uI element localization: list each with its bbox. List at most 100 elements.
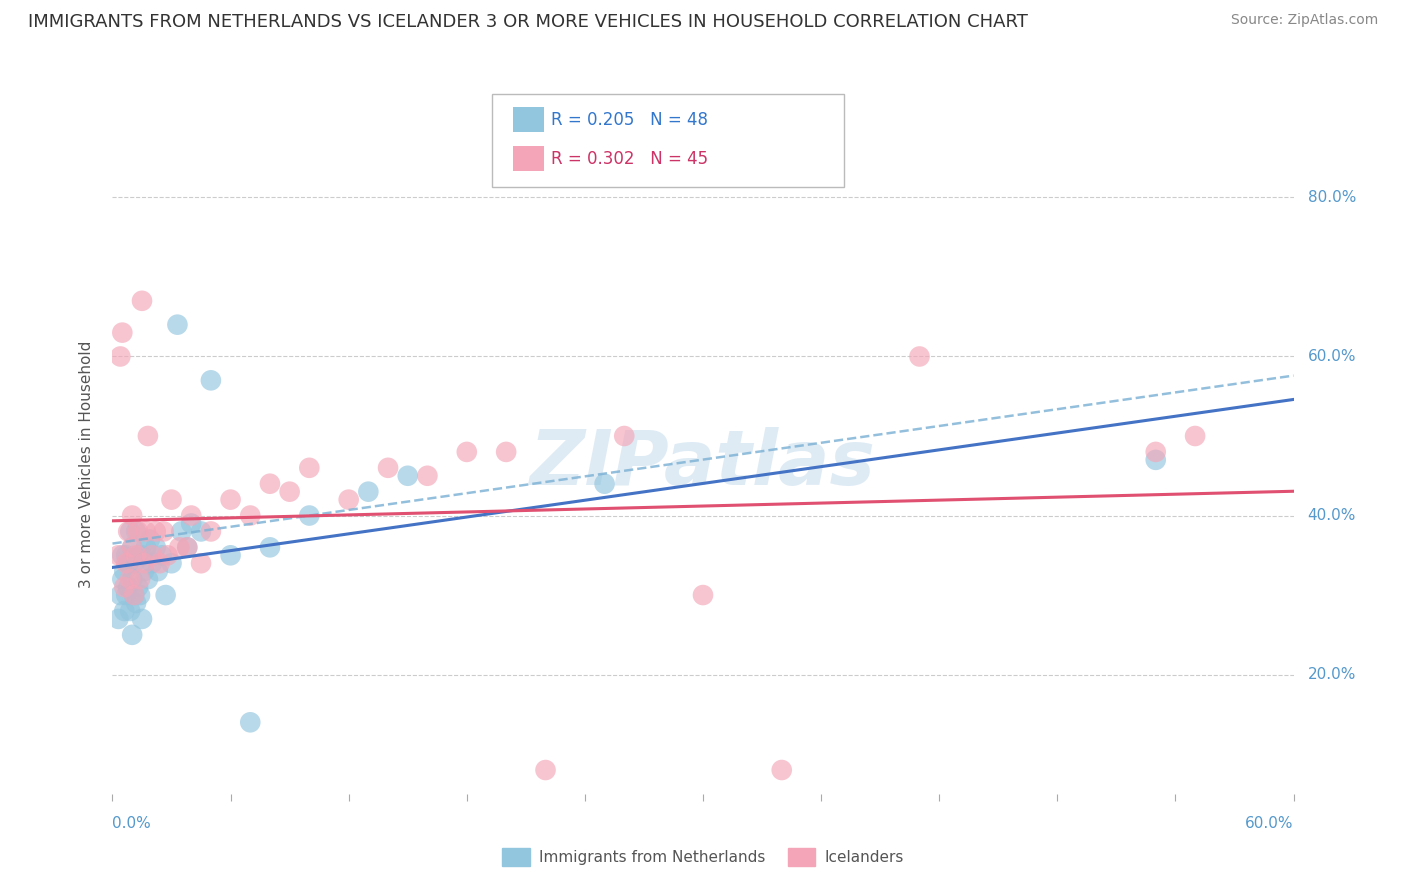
Text: 20.0%: 20.0% xyxy=(1308,667,1355,682)
Point xyxy=(111,326,134,340)
Point xyxy=(122,556,145,570)
Point xyxy=(150,549,173,563)
Point xyxy=(127,524,149,539)
Point xyxy=(131,293,153,308)
Point xyxy=(115,588,138,602)
Point xyxy=(117,524,139,539)
Point xyxy=(593,476,616,491)
Point xyxy=(132,564,155,578)
Point xyxy=(170,524,193,539)
Text: 60.0%: 60.0% xyxy=(1308,349,1355,364)
Point xyxy=(298,508,321,523)
Point xyxy=(176,541,198,555)
Text: 40.0%: 40.0% xyxy=(1308,508,1355,523)
Point xyxy=(111,549,134,563)
Point xyxy=(131,612,153,626)
Point xyxy=(145,541,167,555)
Text: R = 0.302   N = 45: R = 0.302 N = 45 xyxy=(551,150,709,168)
Point xyxy=(155,588,177,602)
Point xyxy=(219,549,242,563)
Point xyxy=(141,549,163,563)
Point xyxy=(125,549,148,563)
Point xyxy=(121,572,143,586)
Text: R = 0.205   N = 48: R = 0.205 N = 48 xyxy=(551,111,709,128)
Point xyxy=(239,715,262,730)
Point xyxy=(111,572,134,586)
Legend: Immigrants from Netherlands, Icelanders: Immigrants from Netherlands, Icelanders xyxy=(496,842,910,872)
Point xyxy=(152,524,174,539)
Point xyxy=(112,564,135,578)
Point xyxy=(534,763,557,777)
Point xyxy=(1144,453,1167,467)
Point xyxy=(692,588,714,602)
Point xyxy=(115,549,138,563)
Point xyxy=(190,524,212,539)
Point xyxy=(278,484,301,499)
Y-axis label: 3 or more Vehicles in Household: 3 or more Vehicles in Household xyxy=(79,340,94,588)
Point xyxy=(1184,429,1206,443)
Point xyxy=(122,588,145,602)
Point xyxy=(416,468,439,483)
Point xyxy=(239,508,262,523)
Text: 80.0%: 80.0% xyxy=(1308,190,1355,205)
Point xyxy=(495,445,517,459)
Point xyxy=(139,533,162,547)
Point xyxy=(121,628,143,642)
Point xyxy=(132,556,155,570)
Point xyxy=(110,588,132,602)
Point xyxy=(259,476,281,491)
Text: Source: ZipAtlas.com: Source: ZipAtlas.com xyxy=(1230,13,1378,28)
Point xyxy=(180,516,202,531)
Point xyxy=(121,541,143,555)
Point xyxy=(129,588,152,602)
Point xyxy=(357,484,380,499)
Point xyxy=(107,549,129,563)
Point xyxy=(180,508,202,523)
Text: IMMIGRANTS FROM NETHERLANDS VS ICELANDER 3 OR MORE VEHICLES IN HOUSEHOLD CORRELA: IMMIGRANTS FROM NETHERLANDS VS ICELANDER… xyxy=(28,13,1028,31)
Point xyxy=(110,350,132,364)
Point xyxy=(770,763,793,777)
Point xyxy=(135,541,157,555)
Point xyxy=(908,350,931,364)
Point xyxy=(145,524,167,539)
Text: 0.0%: 0.0% xyxy=(112,816,152,831)
Point xyxy=(120,604,142,618)
Point xyxy=(396,468,419,483)
Point xyxy=(146,564,169,578)
Point xyxy=(121,508,143,523)
Point xyxy=(125,596,148,610)
Point xyxy=(259,541,281,555)
Point xyxy=(613,429,636,443)
Point xyxy=(149,556,172,570)
Point xyxy=(219,492,242,507)
Point xyxy=(129,572,152,586)
Point xyxy=(337,492,360,507)
Point xyxy=(298,460,321,475)
Point xyxy=(127,549,149,563)
Point xyxy=(136,572,159,586)
Point xyxy=(117,580,139,594)
Point xyxy=(169,541,191,555)
Point xyxy=(200,373,222,387)
Point xyxy=(200,524,222,539)
Point xyxy=(176,541,198,555)
Point xyxy=(456,445,478,459)
Point xyxy=(190,556,212,570)
Point xyxy=(377,460,399,475)
Point xyxy=(117,556,139,570)
Point xyxy=(120,524,142,539)
Point xyxy=(112,604,135,618)
Point xyxy=(160,556,183,570)
Point xyxy=(131,549,153,563)
Point xyxy=(136,429,159,443)
Point xyxy=(1144,445,1167,459)
Point xyxy=(156,549,179,563)
Point xyxy=(160,492,183,507)
Point xyxy=(166,318,188,332)
Point xyxy=(122,588,145,602)
Point xyxy=(120,572,142,586)
Text: ZIPatlas: ZIPatlas xyxy=(530,427,876,500)
Point xyxy=(125,524,148,539)
Point xyxy=(107,612,129,626)
Point xyxy=(127,580,149,594)
